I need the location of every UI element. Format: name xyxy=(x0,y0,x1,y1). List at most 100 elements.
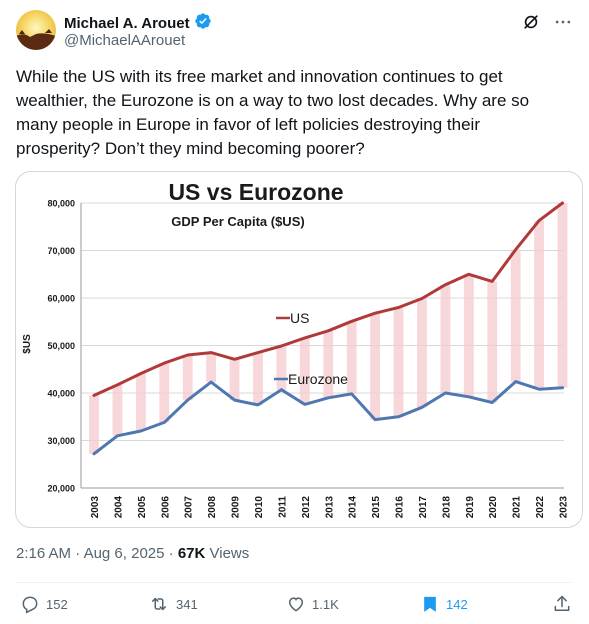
data-point xyxy=(561,201,564,205)
author-handle[interactable]: @MichaelAArouet xyxy=(64,32,186,49)
data-point xyxy=(256,403,260,407)
bookmark-button[interactable]: 142 xyxy=(420,594,468,614)
action-bar: 152 341 1.1K 142 xyxy=(16,594,573,618)
repost-icon xyxy=(148,594,170,614)
meta-separator: · xyxy=(75,545,81,562)
data-point xyxy=(467,273,471,276)
chart-y-axis-label: $US xyxy=(22,334,33,354)
tweet-media-chart[interactable]: US vs Eurozone GDP Per Capita ($US) $US … xyxy=(15,171,583,528)
gap-bar xyxy=(487,281,498,403)
grok-icon[interactable] xyxy=(521,12,541,37)
data-point xyxy=(303,403,307,406)
data-point xyxy=(514,248,517,251)
gap-bar xyxy=(182,355,193,401)
data-point xyxy=(186,353,189,357)
bookmark-count: 142 xyxy=(446,596,468,612)
reply-icon xyxy=(20,594,40,614)
gap-bar xyxy=(299,337,310,405)
x-tick-label: 2009 xyxy=(231,496,242,519)
data-point xyxy=(233,358,236,361)
data-point xyxy=(350,392,353,396)
meta-separator-views: · xyxy=(168,545,174,562)
x-tick-label: 2019 xyxy=(465,496,476,519)
data-point xyxy=(444,391,447,395)
avatar[interactable] xyxy=(16,10,56,50)
x-tick-label: 2005 xyxy=(137,496,148,519)
x-tick-label: 2010 xyxy=(254,496,265,519)
data-point xyxy=(397,306,400,309)
repost-count: 341 xyxy=(176,596,198,612)
repost-button[interactable]: 341 xyxy=(148,594,198,614)
gap-bar xyxy=(557,203,568,388)
line-chart: US vs Eurozone GDP Per Capita ($US) $US … xyxy=(22,179,570,519)
share-button[interactable] xyxy=(552,594,572,614)
data-point xyxy=(561,386,564,389)
y-tick-label: 50,000 xyxy=(47,341,75,351)
divider xyxy=(16,582,573,583)
chart-gap-fills xyxy=(89,203,568,454)
verified-badge-icon xyxy=(194,12,212,35)
data-point xyxy=(139,429,143,433)
chart-series-lines xyxy=(92,201,564,456)
chart-legend: US Eurozone xyxy=(274,310,348,387)
reply-count: 152 xyxy=(46,596,68,612)
views-count: 67K xyxy=(177,545,206,562)
bookmark-icon xyxy=(420,594,440,614)
data-point xyxy=(491,280,494,283)
tweet-time[interactable]: 2:16 AM xyxy=(16,545,72,562)
data-point xyxy=(350,320,353,323)
data-point xyxy=(444,283,447,286)
data-point xyxy=(420,406,424,409)
tweet-header: Michael A. Arouet @MichaelAArouet xyxy=(16,10,573,54)
gap-bar xyxy=(417,298,427,408)
x-tick-label: 2006 xyxy=(160,496,171,519)
x-tick-label: 2015 xyxy=(371,496,382,519)
data-point xyxy=(186,398,189,402)
gap-bar xyxy=(89,395,99,454)
gap-bar xyxy=(370,313,381,420)
data-point xyxy=(92,452,96,455)
data-point xyxy=(491,401,494,404)
y-tick-label: 40,000 xyxy=(47,389,75,399)
x-tick-label: 2003 xyxy=(90,496,101,519)
chart-axes xyxy=(80,203,564,489)
gap-bar xyxy=(206,352,217,383)
y-tick-label: 60,000 xyxy=(47,294,75,304)
chart-x-tick-labels: 2003 2004 2005 2006 2007 2008 2009 2010 2011 2012… xyxy=(90,496,570,519)
more-options-icon[interactable] xyxy=(553,12,573,37)
author-name[interactable]: Michael A. Arouet xyxy=(64,15,190,32)
chart-title: US vs Eurozone xyxy=(168,179,343,205)
x-tick-label: 2022 xyxy=(535,496,546,519)
reply-button[interactable]: 152 xyxy=(20,594,68,614)
data-point xyxy=(280,344,283,348)
data-point xyxy=(467,395,471,398)
y-tick-label: 20,000 xyxy=(47,484,75,494)
gap-bar xyxy=(440,284,451,393)
heart-icon xyxy=(286,594,306,614)
x-tick-label: 2014 xyxy=(348,496,359,519)
gap-bar xyxy=(346,321,357,394)
data-point xyxy=(92,394,96,397)
tweet-date[interactable]: Aug 6, 2025 xyxy=(83,545,165,562)
data-point xyxy=(327,329,330,332)
y-tick-label: 80,000 xyxy=(47,199,75,209)
x-tick-label: 2007 xyxy=(184,496,195,519)
tweet-text: While the US with its free market and in… xyxy=(16,67,530,158)
gap-bar xyxy=(112,384,123,436)
data-point xyxy=(420,297,424,300)
gap-bar xyxy=(229,359,240,401)
y-tick-label: 70,000 xyxy=(47,246,75,256)
data-point xyxy=(373,418,377,421)
like-button[interactable]: 1.1K xyxy=(286,594,339,614)
data-point xyxy=(233,398,236,402)
gap-bar xyxy=(323,330,334,398)
data-point xyxy=(116,383,119,387)
y-tick-label: 30,000 xyxy=(47,436,75,446)
share-icon xyxy=(552,594,572,614)
chart-subtitle: GDP Per Capita ($US) xyxy=(171,214,304,229)
x-tick-label: 2004 xyxy=(113,496,124,519)
x-tick-label: 2020 xyxy=(488,496,499,519)
x-tick-label: 2011 xyxy=(277,496,288,518)
legend-label: US xyxy=(290,310,309,326)
gap-bar xyxy=(393,307,404,417)
